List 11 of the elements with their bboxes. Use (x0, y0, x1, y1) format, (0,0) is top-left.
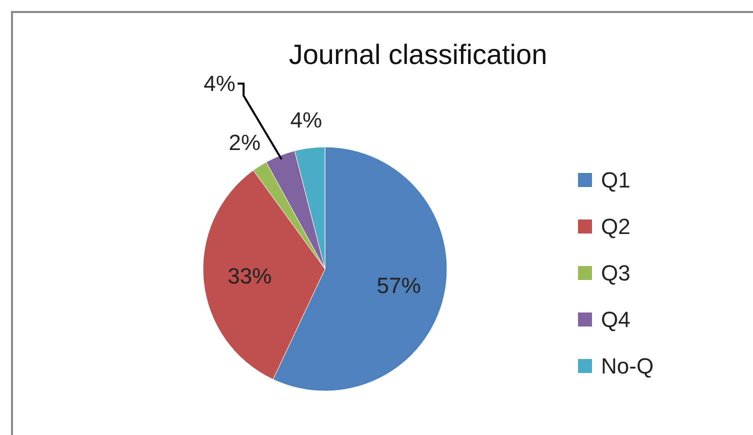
data-label: 2% (228, 130, 261, 155)
data-label: 57% (376, 273, 421, 298)
legend-label: No-Q (601, 354, 654, 378)
data-label: 4% (290, 108, 322, 133)
legend-label: Q2 (601, 214, 630, 239)
data-label: 4% (204, 71, 236, 96)
data-label: 33% (228, 264, 272, 289)
legend-label: Q3 (601, 260, 630, 286)
chart-title: Journal classification (288, 39, 548, 70)
legend-label: Q4 (601, 307, 630, 332)
legend-label: Q1 (601, 168, 630, 192)
